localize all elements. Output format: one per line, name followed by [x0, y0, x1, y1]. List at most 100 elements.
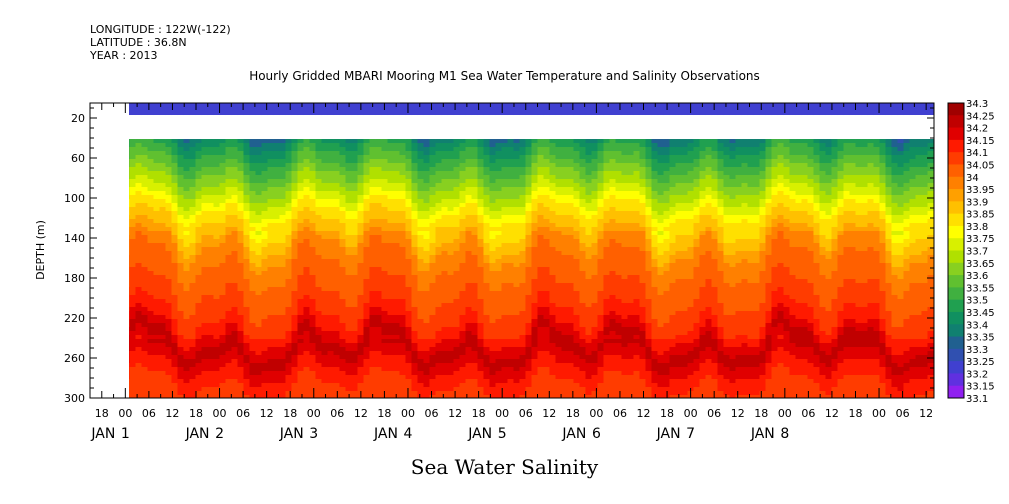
heatmap-cell: [435, 351, 442, 364]
heatmap-cell: [585, 103, 592, 116]
heatmap-cell: [645, 207, 652, 216]
heatmap-cell: [867, 143, 874, 156]
heatmap-cell: [747, 139, 754, 148]
heatmap-cell: [465, 379, 472, 398]
heatmap-cell: [729, 215, 736, 224]
heatmap-cell: [831, 147, 838, 160]
heatmap-cell: [909, 187, 916, 200]
heatmap-cell: [255, 387, 262, 398]
heatmap-cell: [375, 219, 382, 228]
x-hour-label: 12: [542, 407, 556, 420]
heatmap-cell: [297, 211, 304, 224]
heatmap-cell: [345, 247, 352, 256]
heatmap-cell: [663, 263, 670, 272]
heatmap-cell: [495, 211, 502, 220]
heatmap-cell: [543, 239, 550, 268]
heatmap-cell: [807, 363, 814, 380]
heatmap-cell: [669, 175, 676, 188]
heatmap-cell: [177, 115, 184, 140]
heatmap-cell: [417, 339, 424, 352]
heatmap-cell: [255, 295, 262, 328]
heatmap-cell: [825, 175, 832, 184]
heatmap-cell: [189, 367, 196, 380]
heatmap-cell: [303, 139, 310, 148]
heatmap-cell: [465, 307, 472, 324]
heatmap-cell: [471, 227, 478, 236]
heatmap-cell: [153, 139, 160, 144]
heatmap-cell: [369, 235, 376, 268]
heatmap-cell: [771, 147, 778, 160]
heatmap-cell: [729, 143, 736, 152]
heatmap-cell: [909, 223, 916, 244]
heatmap-cell: [609, 171, 616, 180]
heatmap-cell: [195, 275, 202, 304]
heatmap-cell: [903, 351, 910, 364]
longitude-label: LONGITUDE : 122W(-122): [90, 23, 231, 36]
heatmap-cell: [711, 363, 718, 380]
heatmap-cell: [687, 235, 694, 248]
heatmap-cell: [591, 351, 598, 364]
heatmap-cell: [921, 207, 928, 216]
heatmap-cell: [207, 203, 214, 212]
heatmap-cell: [321, 143, 328, 152]
heatmap-cell: [291, 331, 298, 344]
heatmap-cell: [345, 115, 352, 140]
heatmap-cell: [555, 283, 562, 308]
heatmap-cell: [663, 115, 670, 140]
heatmap-cell: [399, 103, 406, 116]
heatmap-cell: [651, 371, 658, 384]
heatmap-cell: [783, 331, 790, 352]
heatmap-cell: [831, 207, 838, 216]
heatmap-cell: [237, 191, 244, 204]
heatmap-cell: [261, 171, 268, 184]
heatmap-cell: [447, 211, 454, 216]
colorbar-label: 33.25: [966, 357, 995, 368]
heatmap-cell: [201, 103, 208, 116]
heatmap-cell: [579, 215, 586, 228]
heatmap-cell: [831, 371, 838, 388]
heatmap-cell: [315, 171, 322, 180]
heatmap-cell: [231, 231, 238, 252]
heatmap-cell: [261, 363, 268, 372]
heatmap-cell: [741, 195, 748, 204]
heatmap-cell: [423, 339, 430, 352]
heatmap-cell: [255, 375, 262, 388]
heatmap-cell: [831, 227, 838, 240]
heatmap-cell: [573, 139, 580, 144]
heatmap-cell: [819, 255, 826, 276]
heatmap-cell: [495, 235, 502, 248]
heatmap-cell: [471, 311, 478, 324]
heatmap-cell: [615, 335, 622, 340]
heatmap-cell: [843, 359, 850, 376]
heatmap-cell: [603, 247, 610, 276]
heatmap-cell: [555, 103, 562, 116]
heatmap-cell: [345, 139, 352, 144]
heatmap-cell: [723, 207, 730, 216]
heatmap-cell: [339, 323, 346, 340]
heatmap-cell: [423, 203, 430, 212]
heatmap-cell: [735, 187, 742, 196]
heatmap-cell: [411, 139, 418, 144]
heatmap-cell: [363, 195, 370, 200]
heatmap-cell: [117, 103, 124, 116]
heatmap-cell: [567, 179, 574, 188]
heatmap-cell: [609, 115, 616, 140]
heatmap-cell: [273, 315, 280, 340]
heatmap-cell: [693, 147, 700, 160]
heatmap-cell: [801, 359, 808, 376]
heatmap-cell: [885, 115, 892, 140]
heatmap-cell: [663, 227, 670, 232]
heatmap-cell: [855, 323, 862, 332]
heatmap-cell: [351, 255, 358, 276]
heatmap-cell: [879, 195, 886, 204]
heatmap-cell: [687, 375, 694, 392]
heatmap-cell: [345, 343, 352, 352]
heatmap-cell: [885, 379, 892, 396]
heatmap-cell: [213, 167, 220, 176]
heatmap-cell: [681, 259, 688, 280]
heatmap-cell: [513, 207, 520, 216]
heatmap-cell: [387, 299, 394, 316]
heatmap-cell: [315, 115, 322, 140]
heatmap-cell: [315, 151, 322, 160]
heatmap-cell: [639, 215, 646, 228]
